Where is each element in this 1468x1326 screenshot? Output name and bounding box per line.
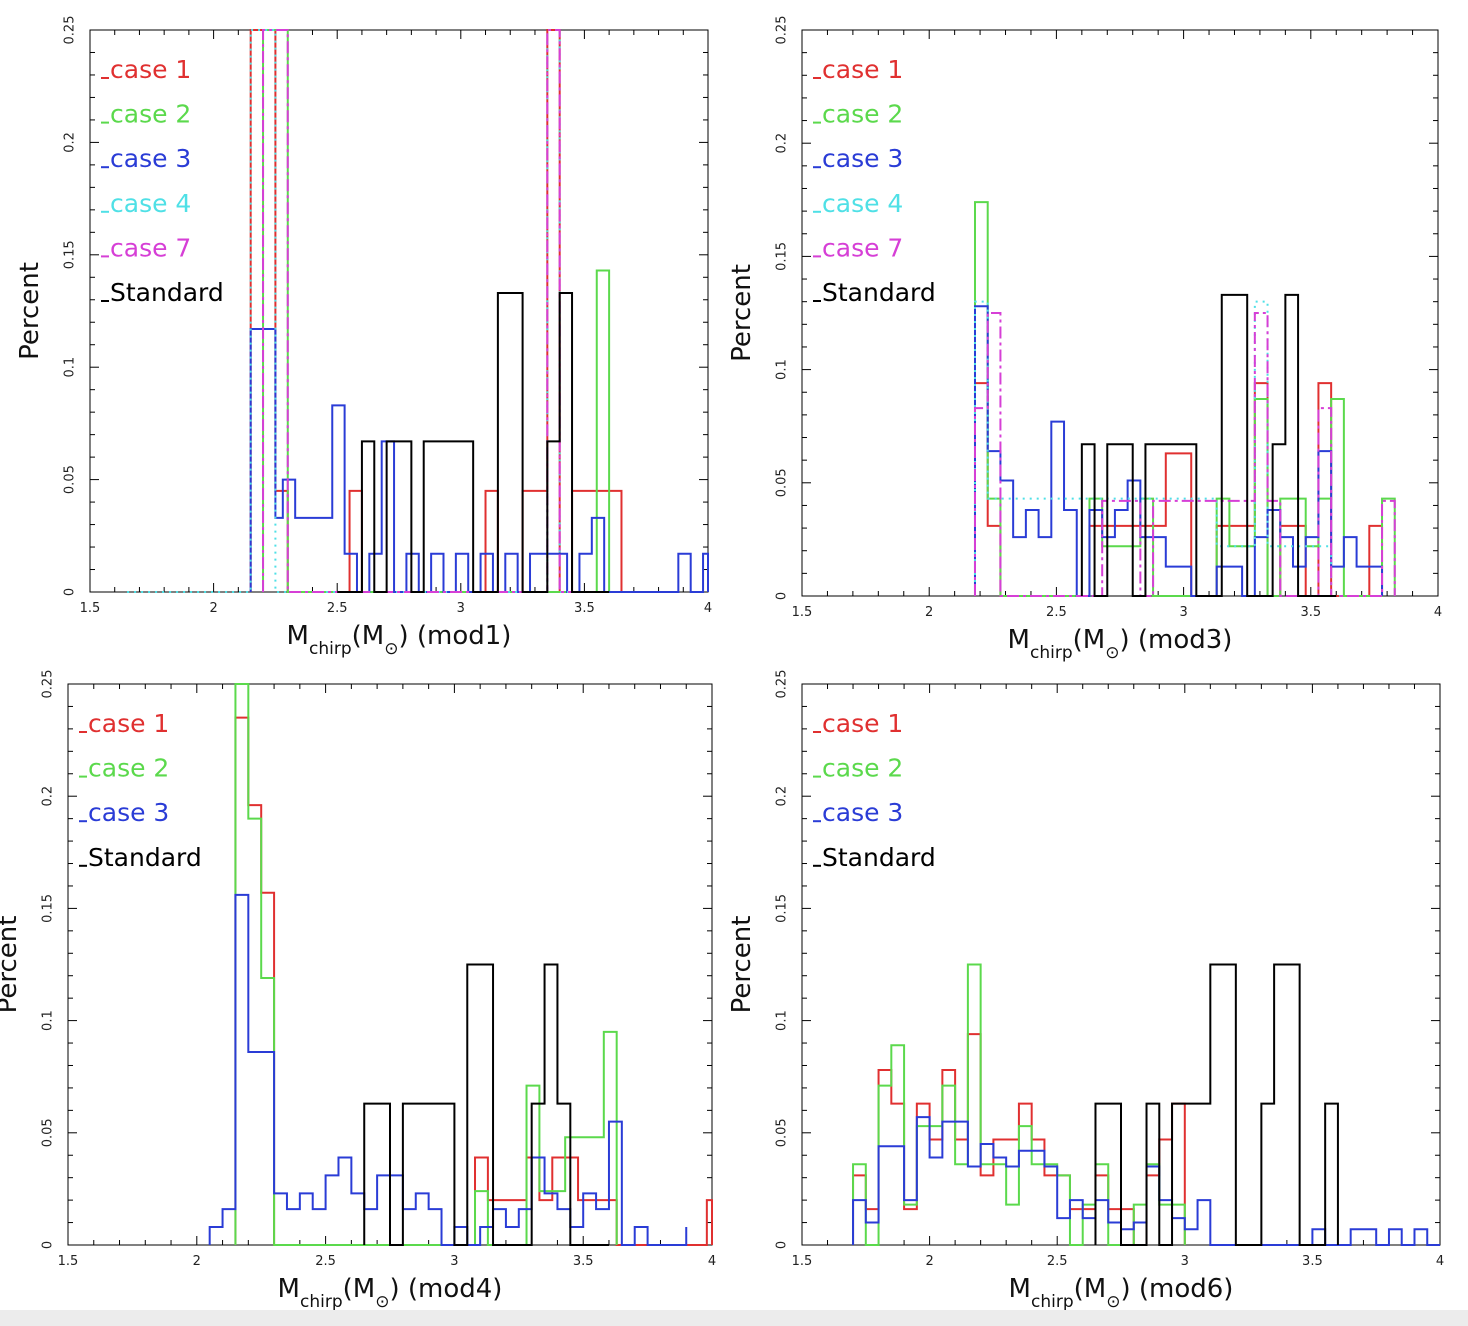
y-tick-label: 0.15 [41,894,56,923]
x-tick-label: 4 [708,1254,716,1269]
x-axis-label: Mchirp(M⊙) (mod6) [1009,1274,1234,1310]
y-tick-label: 0.1 [63,357,78,378]
legend-label: Standard [88,843,202,872]
bottom-strip [0,1310,1468,1326]
y-tick-label: 0.25 [775,670,790,699]
x-tick-label: 3 [1181,1254,1189,1269]
y-tick-label: 0.25 [775,16,790,45]
x-axis-label: Mchirp(M⊙) (mod3) [1008,625,1233,663]
x-tick-label: 2 [193,1254,201,1269]
x-tick-label: 2 [925,1254,933,1269]
x-tick-label: 4 [1434,605,1442,620]
legend-label: case 1 [822,709,903,738]
x-tick-label: 3 [457,601,465,616]
x-tick-label: 3 [1179,605,1187,620]
y-tick-label: 0 [41,1241,56,1249]
x-tick-label: 1.5 [58,1254,79,1269]
series-case-7 [973,312,1396,597]
x-tick-label: 3.5 [573,1254,594,1269]
x-tick-label: 4 [704,601,712,616]
series-case-1 [249,29,623,593]
x-tick-label: 2.5 [327,601,348,616]
x-tick-label: 3.5 [1300,605,1321,620]
x-tick-label: 1.5 [792,605,813,620]
series-case-3 [249,327,709,593]
legend-label: case 3 [822,798,903,827]
series-case-1 [973,382,1384,597]
series-standard [1080,293,1337,597]
chart-panel-1: 1.5 2 2.5 3 3.5 4 0 0.05 0.1 0.15 0.2 0.25 Percent Mc… [15,16,712,659]
y-tick-label: 0.15 [775,894,790,923]
y-tick-label: 0.05 [775,468,790,497]
y-tick-label: 0.2 [775,133,790,154]
legend-label: case 2 [110,100,191,129]
legend-label: case 1 [822,55,903,84]
y-tick-label: 0 [775,592,790,600]
y-tick-label: 0.05 [41,1118,56,1147]
series-case-1 [234,716,713,1246]
y-axis-label: Percent [727,264,757,362]
series-case-3 [973,305,1384,597]
y-tick-label: 0.2 [775,786,790,807]
y-tick-label: 0.2 [41,786,56,807]
y-tick-label: 0.25 [41,670,56,699]
x-tick-label: 1.5 [792,1254,813,1269]
series-standard [1094,963,1339,1246]
legend-label: case 4 [822,189,903,218]
chart-panel-4: 1.5 2 2.5 3 3.5 4 0 0.05 0.1 0.15 0.2 0.25 Percent Mc… [727,670,1444,1312]
x-axis-label: Mchirp(M⊙) (mod1) [287,621,512,659]
legend-label: case 2 [88,754,169,783]
legend-label: case 7 [110,233,191,262]
series-case-3 [208,893,688,1246]
y-tick-label: 0.05 [775,1118,790,1147]
plot-frame [801,29,1439,597]
series-case-7 [262,29,573,593]
legend-label: case 1 [110,55,191,84]
x-tick-label: 2 [209,601,217,616]
y-tick-label: 0 [63,588,78,596]
y-tick-label: 0.1 [775,359,790,380]
y-axis-label: Percent [0,916,23,1014]
y-tick-label: 0.15 [63,240,78,269]
y-tick-label: 0.05 [63,465,78,494]
series-case-4 [973,300,1344,597]
legend-label: case 4 [110,189,191,218]
x-tick-label: 3.5 [574,601,595,616]
series-case-2 [262,29,611,593]
x-tick-label: 3.5 [1302,1254,1323,1269]
legend-label: case 1 [88,709,169,738]
x-tick-label: 3 [450,1254,458,1269]
x-tick-label: 2.5 [1047,1254,1068,1269]
y-tick-label: 0.1 [41,1010,56,1031]
y-tick-label: 0.25 [63,16,78,45]
y-tick-label: 0.15 [775,242,790,271]
y-tick-label: 0.1 [775,1010,790,1031]
x-tick-label: 2.5 [1046,605,1067,620]
y-axis-label: Percent [15,262,45,360]
legend-label: case 2 [822,754,903,783]
series-case-2 [234,683,618,1246]
legend-label: Standard [110,278,224,307]
chart-panel-3: 1.5 2 2.5 3 3.5 4 0 0.05 0.1 0.15 0.2 0.25 Percent Mc… [0,670,716,1312]
y-axis-label: Percent [727,916,757,1014]
y-tick-label: 0.2 [63,132,78,153]
legend-label: case 3 [88,798,169,827]
x-tick-label: 1.5 [80,601,101,616]
x-tick-label: 2 [925,605,933,620]
legend-label: case 2 [822,100,903,129]
legend-label: case 3 [822,144,903,173]
series-standard [363,963,609,1246]
x-axis-label: Mchirp(M⊙) (mod4) [278,1274,503,1310]
x-tick-label: 4 [1436,1254,1444,1269]
legend-label: Standard [822,278,936,307]
y-tick-label: 0 [775,1241,790,1249]
legend-label: case 7 [822,233,903,262]
legend-label: Standard [822,843,936,872]
legend-label: case 3 [110,144,191,173]
chart-panel-2: 1.5 2 2.5 3 3.5 4 0 0.05 0.1 0.15 0.2 0.25 Percent Mc… [727,16,1442,663]
x-tick-label: 2.5 [315,1254,336,1269]
series-standard [337,292,610,593]
series-case-3 [852,1116,1440,1246]
